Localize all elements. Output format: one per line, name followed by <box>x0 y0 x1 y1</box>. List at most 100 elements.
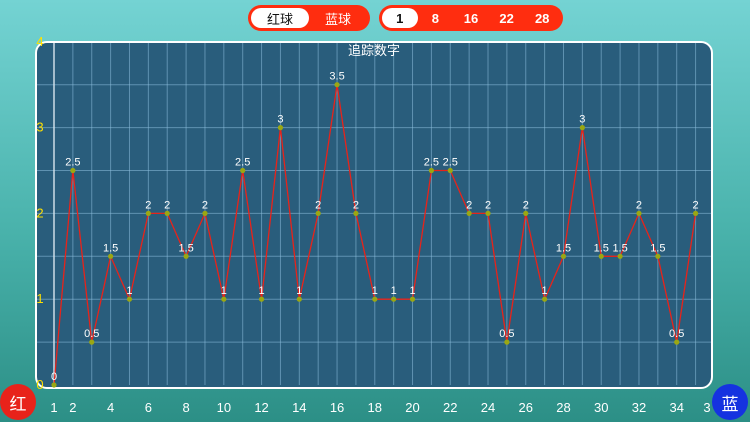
data-label: 2 <box>164 199 170 211</box>
data-label: 2 <box>353 199 359 211</box>
x-tick-label: 3 <box>703 400 710 415</box>
y-tick-label: 3 <box>36 120 43 135</box>
range-toggle-option-3[interactable]: 22 <box>499 10 514 26</box>
data-label: 1.5 <box>612 242 627 254</box>
data-label: 1 <box>259 285 265 297</box>
data-point <box>240 167 246 174</box>
data-label: 1 <box>296 285 302 297</box>
x-tick-label: 18 <box>368 400 382 415</box>
range-toggle-option-1[interactable]: 8 <box>431 10 439 26</box>
data-label: 2 <box>523 199 529 211</box>
y-tick-label: 4 <box>36 34 43 49</box>
data-label: 1.5 <box>103 242 118 254</box>
data-label: 3 <box>579 114 585 126</box>
data-label: 0 <box>51 371 57 383</box>
data-point <box>70 167 76 174</box>
data-label: 2 <box>145 199 151 211</box>
data-point <box>598 253 604 259</box>
data-point <box>164 210 170 216</box>
data-point <box>409 296 416 302</box>
data-label: 1.5 <box>178 242 193 254</box>
ball-type-toggle[interactable]: 红球 蓝球 <box>248 5 370 31</box>
data-label: 2 <box>202 199 208 211</box>
blue-ball-button[interactable]: 蓝 <box>712 384 748 420</box>
data-point <box>277 125 284 131</box>
data-point <box>636 210 642 216</box>
x-tick-label: 14 <box>292 400 306 415</box>
x-tick-label: 1 <box>50 400 57 415</box>
x-tick-label: 8 <box>182 400 189 415</box>
data-label: 2.5 <box>443 157 458 169</box>
x-tick-label: 6 <box>145 400 152 415</box>
red-ball-button[interactable]: 红 <box>0 384 36 420</box>
range-toggle-option-0[interactable]: 1 <box>382 8 418 28</box>
data-label: 1.5 <box>556 242 571 254</box>
x-tick-label: 12 <box>254 400 268 415</box>
x-tick-label: 4 <box>107 400 114 415</box>
x-tick-label: 10 <box>217 400 231 415</box>
data-point <box>89 339 95 345</box>
data-point <box>258 296 265 302</box>
ball-toggle-option-0[interactable]: 红球 <box>251 8 309 28</box>
y-tick-label: 1 <box>36 291 43 306</box>
x-tick-label: 34 <box>669 400 683 415</box>
data-point <box>579 125 585 131</box>
data-point <box>504 339 510 345</box>
range-toggle-option-2[interactable]: 16 <box>463 10 479 26</box>
x-tick-label: 24 <box>481 400 495 415</box>
x-tick-label: 2 <box>69 400 76 415</box>
range-toggle[interactable]: 1 8 16 22 28 <box>379 5 563 31</box>
data-point <box>466 210 472 216</box>
ball-toggle-option-1[interactable]: 蓝球 <box>324 11 351 27</box>
data-label: 1.5 <box>650 242 665 254</box>
data-label: 2.5 <box>424 157 439 169</box>
data-point <box>334 82 340 88</box>
data-point <box>108 253 114 259</box>
data-point <box>296 296 302 302</box>
data-point <box>315 210 321 216</box>
x-tick-label: 26 <box>519 400 533 415</box>
data-point <box>183 253 189 259</box>
data-point <box>391 296 397 302</box>
data-label: 1 <box>409 285 415 297</box>
data-point <box>372 296 378 302</box>
data-label: 1.5 <box>594 242 609 254</box>
data-label: 2 <box>693 199 699 211</box>
data-point <box>542 296 548 302</box>
data-point <box>523 210 529 216</box>
data-label: 1 <box>126 285 132 297</box>
data-point <box>221 296 227 302</box>
y-tick-label: 0 <box>36 377 43 392</box>
x-tick-label: 20 <box>405 400 419 415</box>
y-tick-label: 2 <box>36 205 43 220</box>
data-label: 2.5 <box>65 157 80 169</box>
x-tick-label: 32 <box>632 400 646 415</box>
range-toggle-option-4[interactable]: 28 <box>534 10 550 26</box>
data-label: 2.5 <box>235 157 250 169</box>
data-label: 1 <box>391 285 397 297</box>
data-point <box>428 167 434 174</box>
data-point <box>145 210 151 216</box>
data-label: 2 <box>315 199 321 211</box>
data-label: 0.5 <box>669 328 684 340</box>
data-point <box>617 253 623 259</box>
data-point <box>353 210 359 216</box>
data-label: 1 <box>372 285 378 297</box>
data-label: 2 <box>485 199 491 211</box>
data-label: 1 <box>542 285 548 297</box>
data-point <box>655 253 661 259</box>
x-tick-label: 30 <box>594 400 608 415</box>
data-label: 1 <box>221 285 227 297</box>
data-label: 2 <box>466 199 472 211</box>
x-tick-label: 28 <box>556 400 570 415</box>
data-point <box>674 339 680 345</box>
chart-title: 追踪数字 <box>348 43 400 58</box>
data-point <box>485 210 491 216</box>
x-tick-label: 16 <box>330 400 344 415</box>
data-point <box>447 167 453 174</box>
data-label: 0.5 <box>84 328 99 340</box>
data-label: 3 <box>277 114 283 126</box>
data-point <box>202 210 208 216</box>
x-tick-label: 22 <box>443 400 457 415</box>
